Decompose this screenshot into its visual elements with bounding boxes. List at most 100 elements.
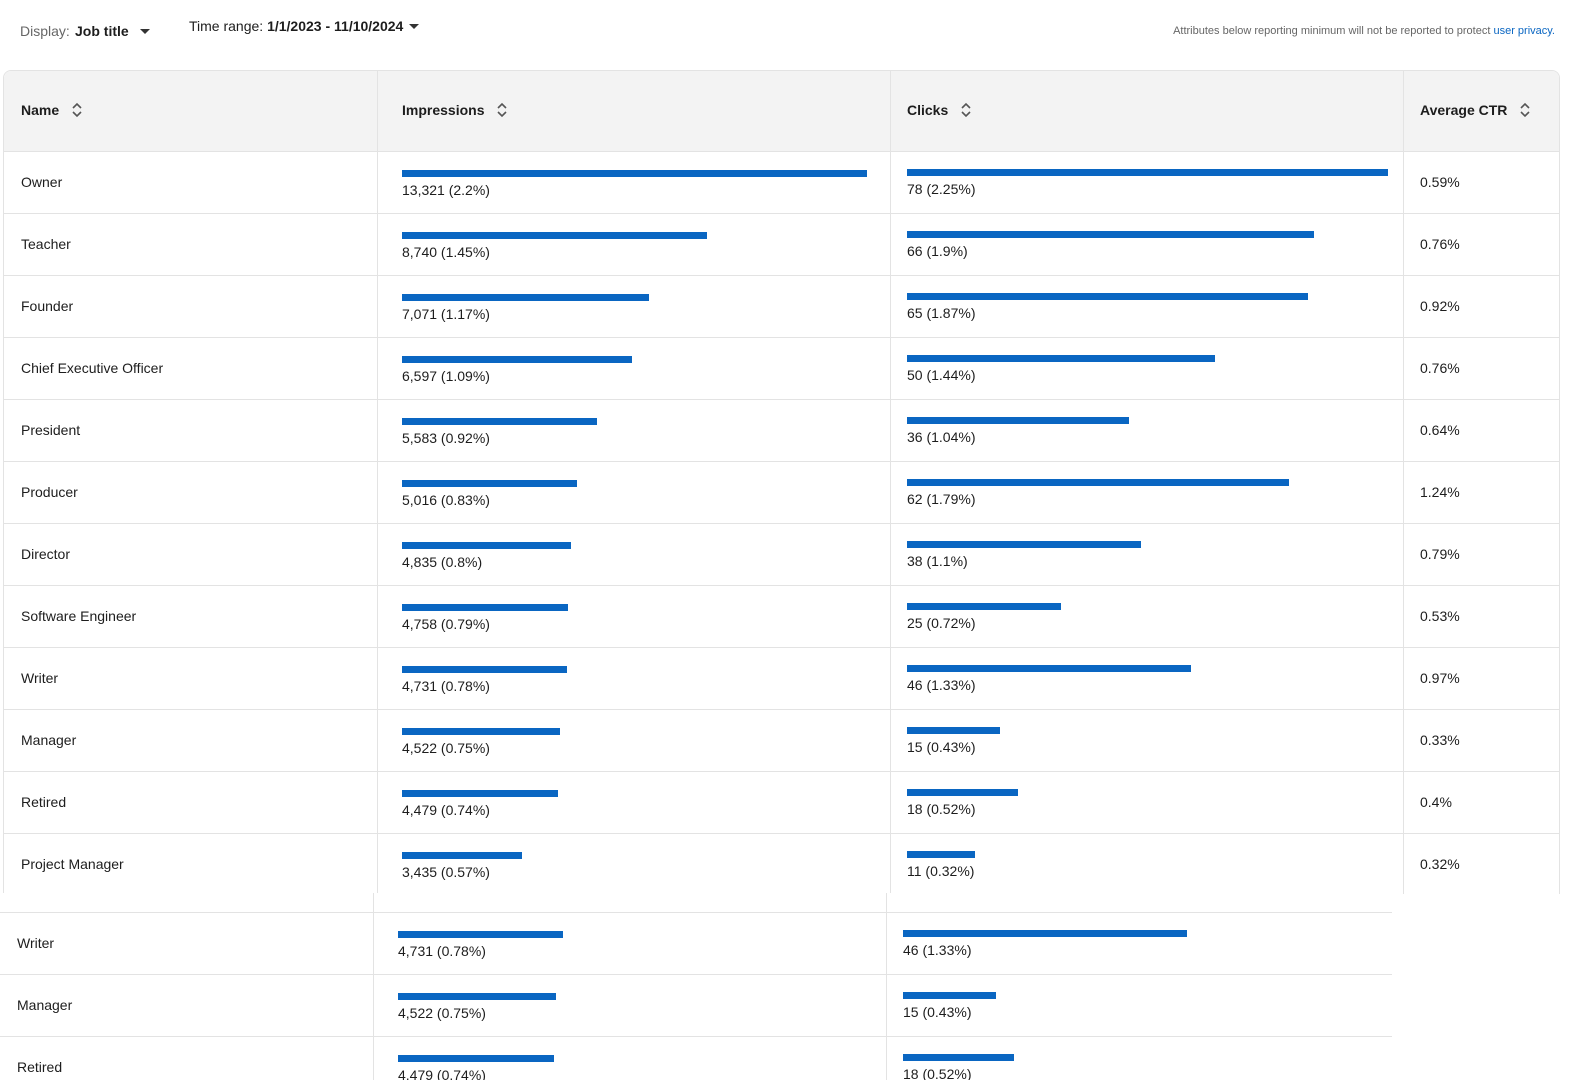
impressions-bar bbox=[398, 1055, 555, 1062]
row-name: Producer bbox=[21, 484, 78, 500]
impressions-label: 3,435 (0.57%) bbox=[402, 864, 490, 880]
clicks-label: 25 (0.72%) bbox=[907, 615, 976, 631]
column-title: Clicks bbox=[907, 102, 949, 118]
privacy-link[interactable]: user privacy. bbox=[1493, 25, 1555, 37]
impressions-bar bbox=[402, 170, 867, 177]
header-row: Name Impressions Clicks Average CTR bbox=[4, 71, 1559, 152]
table-row: Manager 4,522 (0.75%) 15 (0.43%) 0.33% bbox=[4, 709, 1559, 771]
clicks-bar bbox=[907, 541, 1142, 548]
notice-text: Attributes below reporting minimum will … bbox=[1173, 25, 1491, 37]
column-title: Impressions bbox=[402, 102, 485, 118]
caret bbox=[409, 24, 420, 29]
impressions-label: 4,522 (0.75%) bbox=[398, 1005, 486, 1021]
column-header[interactable]: Impressions bbox=[402, 102, 508, 118]
impressions-label: 4,479 (0.74%) bbox=[402, 802, 490, 818]
row-name: Manager bbox=[21, 732, 77, 748]
column-divider bbox=[1403, 71, 1404, 894]
table-row: Project Manager 3,435 (0.57%) 11 (0.32%) 0.… bbox=[4, 833, 1559, 894]
column-title: Average CTR bbox=[1420, 102, 1508, 118]
row-name: Retired bbox=[17, 1059, 63, 1075]
impressions-label: 4,758 (0.79%) bbox=[402, 616, 490, 632]
column-divider bbox=[886, 893, 887, 1080]
impressions-label: 4,731 (0.78%) bbox=[402, 678, 490, 694]
clicks-label: 66 (1.9%) bbox=[907, 243, 968, 259]
impressions-bar bbox=[402, 666, 568, 673]
impressions-bar bbox=[398, 993, 556, 1000]
table-row: Retired 4,479 (0.74%) 18 (0.52%) 0.4% bbox=[4, 771, 1559, 833]
clicks-bar bbox=[907, 293, 1308, 300]
time-range-label: Time range: bbox=[189, 18, 264, 34]
time-range-value: 1/1/2023 - 11/10/2024 bbox=[267, 18, 404, 34]
row-name: Director bbox=[21, 546, 71, 562]
ctr-value: 0.32% bbox=[1420, 856, 1460, 872]
table-row: Writer 4,731 (0.78%) 46 (1.33%) 0.97% bbox=[4, 647, 1559, 709]
row-name: Teacher bbox=[21, 236, 71, 252]
ctr-value: 0.97% bbox=[1420, 670, 1460, 686]
table-row: Director 4,835 (0.8%) 38 (1.1%) 0.79% bbox=[4, 523, 1559, 585]
clicks-label: 46 (1.33%) bbox=[907, 677, 976, 693]
clicks-bar bbox=[907, 355, 1216, 362]
column-header[interactable]: Name bbox=[21, 102, 83, 118]
column-header[interactable]: Average CTR bbox=[1420, 102, 1531, 118]
row-name: Chief Executive Officer bbox=[21, 360, 164, 376]
clicks-label: 15 (0.43%) bbox=[903, 1004, 972, 1020]
impressions-bar bbox=[402, 232, 708, 239]
clicks-bar bbox=[907, 789, 1018, 796]
ctr-value: 1.24% bbox=[1420, 484, 1460, 500]
impressions-label: 13,321 (2.2%) bbox=[402, 182, 490, 198]
row-name: Software Engineer bbox=[21, 608, 137, 624]
impressions-label: 4,835 (0.8%) bbox=[402, 554, 483, 570]
clicks-label: 18 (0.52%) bbox=[907, 801, 976, 817]
row-name: Writer bbox=[17, 935, 55, 951]
clicks-bar bbox=[907, 665, 1191, 672]
impressions-label: 7,071 (1.17%) bbox=[402, 306, 490, 322]
table-row: Writer 4,731 (0.78%) 46 (1.33%) bbox=[0, 912, 1392, 974]
table-row: Software Engineer 4,758 (0.79%) 25 (0.72%)… bbox=[4, 585, 1559, 647]
column-header[interactable]: Clicks bbox=[907, 102, 972, 118]
time-range-dropdown[interactable]: Time range: 1/1/2023 - 11/10/2024 bbox=[189, 18, 423, 34]
display-dropdown[interactable]: Job title bbox=[75, 23, 155, 39]
clicks-label: 50 (1.44%) bbox=[907, 367, 976, 383]
clicks-label: 65 (1.87%) bbox=[907, 305, 976, 321]
display-label: Display: bbox=[20, 23, 70, 39]
ctr-value: 0.33% bbox=[1420, 732, 1460, 748]
row-name: Project Manager bbox=[21, 856, 124, 872]
impressions-bar bbox=[402, 852, 522, 859]
impressions-bar bbox=[402, 480, 578, 487]
impressions-label: 8,740 (1.45%) bbox=[402, 244, 490, 260]
clicks-bar bbox=[907, 231, 1314, 238]
column-title: Name bbox=[21, 102, 60, 118]
impressions-bar bbox=[402, 294, 649, 301]
clicks-bar bbox=[907, 479, 1290, 486]
clicks-label: 46 (1.33%) bbox=[903, 942, 972, 958]
row-name: Owner bbox=[21, 174, 63, 190]
row-name: Writer bbox=[21, 670, 59, 686]
table-row: Owner 13,321 (2.2%) 78 (2.25%) 0.59% bbox=[4, 151, 1559, 213]
impressions-bar bbox=[402, 604, 569, 611]
clicks-bar bbox=[903, 992, 996, 999]
sort-icon bbox=[1520, 102, 1530, 118]
impressions-bar bbox=[402, 356, 633, 363]
ctr-value: 0.76% bbox=[1420, 236, 1460, 252]
clicks-bar bbox=[907, 169, 1388, 176]
table-row: Founder 7,071 (1.17%) 65 (1.87%) 0.92% bbox=[4, 275, 1559, 337]
table-row: Teacher 8,740 (1.45%) 66 (1.9%) 0.76% bbox=[4, 213, 1559, 275]
column-divider bbox=[377, 71, 378, 894]
impressions-label: 5,583 (0.92%) bbox=[402, 430, 490, 446]
table-row: Manager 4,522 (0.75%) 15 (0.43%) bbox=[0, 974, 1392, 1036]
sort-icon bbox=[72, 102, 82, 118]
impressions-bar bbox=[402, 790, 559, 797]
ctr-value: 0.79% bbox=[1420, 546, 1460, 562]
clicks-label: 36 (1.04%) bbox=[907, 429, 976, 445]
impressions-label: 5,016 (0.83%) bbox=[402, 492, 490, 508]
impressions-label: 4,522 (0.75%) bbox=[402, 740, 490, 756]
impressions-bar bbox=[402, 418, 597, 425]
impressions-bar bbox=[402, 728, 560, 735]
table-fragment: Writer 4,731 (0.78%) 46 (1.33%) Manager 4,52… bbox=[0, 893, 1392, 1080]
clicks-bar bbox=[907, 417, 1129, 424]
clicks-label: 18 (0.52%) bbox=[903, 1066, 972, 1080]
sort-icon bbox=[961, 102, 971, 118]
clicks-bar bbox=[907, 603, 1062, 610]
impressions-bar bbox=[398, 931, 564, 938]
